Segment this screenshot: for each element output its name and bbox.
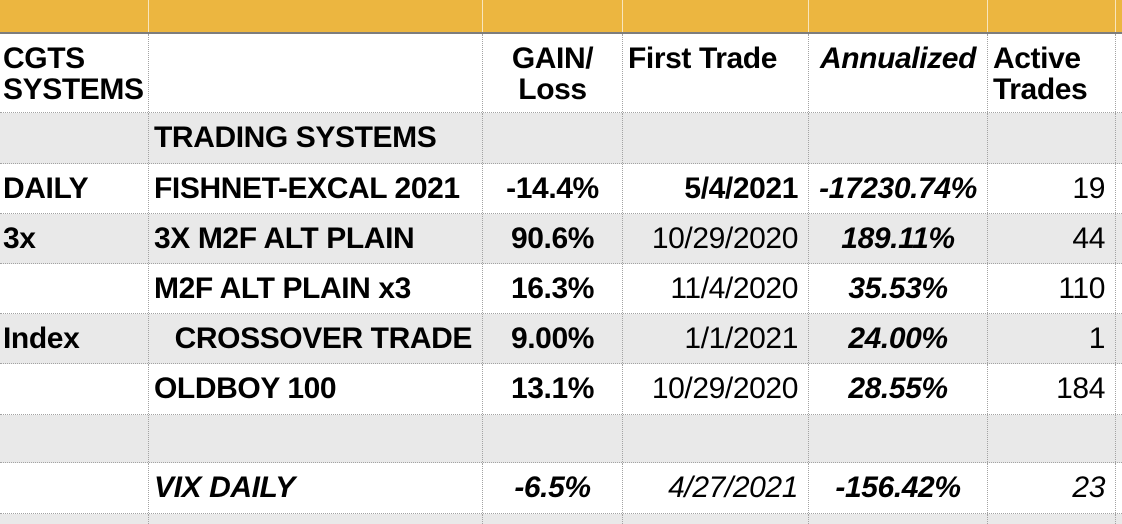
cell-empty[interactable]: [809, 514, 988, 524]
cell-empty[interactable]: [809, 113, 988, 163]
cell-gain[interactable]: -14.4%: [483, 164, 623, 213]
table-row: Index CROSSOVER TRADE 9.00% 1/1/2021 24.…: [0, 314, 1122, 364]
cell-row-label[interactable]: [0, 264, 149, 313]
cell-annualized[interactable]: 35.53%: [809, 264, 988, 313]
header-gain-loss[interactable]: GAIN/ Loss: [483, 34, 623, 112]
cell-row-label[interactable]: Index: [0, 314, 149, 363]
band-cell[interactable]: [0, 0, 149, 32]
cell-section-title[interactable]: TRADING SYSTEMS: [149, 113, 483, 163]
cell-active-trades[interactable]: 19: [988, 164, 1116, 213]
cell-annualized[interactable]: 28.55%: [809, 364, 988, 414]
header-system-col[interactable]: [149, 34, 483, 112]
cell-empty[interactable]: [1116, 214, 1122, 263]
cell-active-trades[interactable]: 23: [988, 463, 1116, 513]
band-cell[interactable]: [988, 0, 1116, 32]
cell-empty[interactable]: [988, 415, 1116, 462]
table-row: OLDBOY 100 13.1% 10/29/2020 28.55% 184: [0, 364, 1122, 415]
cell-empty[interactable]: [623, 415, 809, 462]
cell-empty[interactable]: [0, 415, 149, 462]
cell-row-label[interactable]: DAILY: [0, 164, 149, 213]
header-band: [0, 0, 1122, 34]
cell-active-trades[interactable]: 184: [988, 364, 1116, 414]
cell-row-label[interactable]: 3x: [0, 214, 149, 263]
header-spacer[interactable]: [1116, 34, 1122, 112]
cell-first-trade[interactable]: 4/27/2021: [623, 463, 809, 513]
cell-system-name[interactable]: CROSSOVER TRADE: [149, 314, 483, 363]
cell-empty[interactable]: [483, 415, 623, 462]
cell-gain[interactable]: -6.5%: [483, 463, 623, 513]
cell-annualized[interactable]: -156.42%: [809, 463, 988, 513]
cell-annualized[interactable]: -17230.74%: [809, 164, 988, 213]
table-row-empty: [0, 415, 1122, 463]
header-first-trade[interactable]: First Trade: [623, 34, 809, 112]
cell-empty[interactable]: [1116, 415, 1122, 462]
cell-annualized[interactable]: 24.00%: [809, 314, 988, 363]
header-cgts-systems[interactable]: CGTS SYSTEMS: [0, 34, 149, 112]
cell-empty[interactable]: [623, 113, 809, 163]
cell-system-name[interactable]: 3X M2F ALT PLAIN: [149, 214, 483, 263]
cell-row-label[interactable]: [0, 463, 149, 513]
cell-first-trade[interactable]: 10/29/2020: [623, 214, 809, 263]
cell-empty[interactable]: [1116, 514, 1122, 524]
table-row: M2F ALT PLAIN x3 16.3% 11/4/2020 35.53% …: [0, 264, 1122, 314]
cell-first-trade[interactable]: 1/1/2021: [623, 314, 809, 363]
cell-empty[interactable]: [1116, 463, 1122, 513]
cell-first-trade[interactable]: 10/29/2020: [623, 364, 809, 414]
table-row: DAILY FISHNET-EXCAL 2021 -14.4% 5/4/2021…: [0, 164, 1122, 214]
band-cell[interactable]: [483, 0, 623, 32]
cell-empty[interactable]: [149, 514, 483, 524]
cell-empty[interactable]: [483, 113, 623, 163]
cell-system-name[interactable]: VIX DAILY: [149, 463, 483, 513]
cell-system-name[interactable]: M2F ALT PLAIN x3: [149, 264, 483, 313]
cell-first-trade[interactable]: 5/4/2021: [623, 164, 809, 213]
cell-gain[interactable]: 16.3%: [483, 264, 623, 313]
cell-annualized[interactable]: 189.11%: [809, 214, 988, 263]
band-cell[interactable]: [1116, 0, 1122, 32]
cell-empty[interactable]: [1116, 113, 1122, 163]
cell-active-trades[interactable]: 110: [988, 264, 1116, 313]
cell-gain[interactable]: 90.6%: [483, 214, 623, 263]
cell-active-trades[interactable]: 1: [988, 314, 1116, 363]
cell-empty[interactable]: [809, 415, 988, 462]
cell-empty[interactable]: [149, 415, 483, 462]
cell-empty[interactable]: [988, 113, 1116, 163]
header-annualized[interactable]: Annualized: [809, 34, 988, 112]
cell-empty[interactable]: [1116, 364, 1122, 414]
cell-active-trades[interactable]: 44: [988, 214, 1116, 263]
cell-empty[interactable]: [623, 514, 809, 524]
cell-gain[interactable]: 9.00%: [483, 314, 623, 363]
band-cell[interactable]: [809, 0, 988, 32]
cell-empty[interactable]: [988, 514, 1116, 524]
cell-empty[interactable]: [1116, 264, 1122, 313]
table-row: 3x 3X M2F ALT PLAIN 90.6% 10/29/2020 189…: [0, 214, 1122, 264]
cell-system-name[interactable]: FISHNET-EXCAL 2021: [149, 164, 483, 213]
table-row-partial: [0, 514, 1122, 524]
table-row: VIX DAILY -6.5% 4/27/2021 -156.42% 23: [0, 463, 1122, 514]
cell-row-label[interactable]: [0, 364, 149, 414]
cell-first-trade[interactable]: 11/4/2020: [623, 264, 809, 313]
cell-empty[interactable]: [1116, 164, 1122, 213]
header-active-trades[interactable]: Active Trades: [988, 34, 1116, 112]
band-cell[interactable]: [149, 0, 483, 32]
cell-empty[interactable]: [0, 514, 149, 524]
table-row-section: TRADING SYSTEMS: [0, 113, 1122, 164]
cell-empty[interactable]: [483, 514, 623, 524]
cell-system-name[interactable]: OLDBOY 100: [149, 364, 483, 414]
cell-row-label[interactable]: [0, 113, 149, 163]
column-header-row: CGTS SYSTEMS GAIN/ Loss First Trade Annu…: [0, 34, 1122, 113]
band-cell[interactable]: [623, 0, 809, 32]
cell-empty[interactable]: [1116, 314, 1122, 363]
cell-gain[interactable]: 13.1%: [483, 364, 623, 414]
